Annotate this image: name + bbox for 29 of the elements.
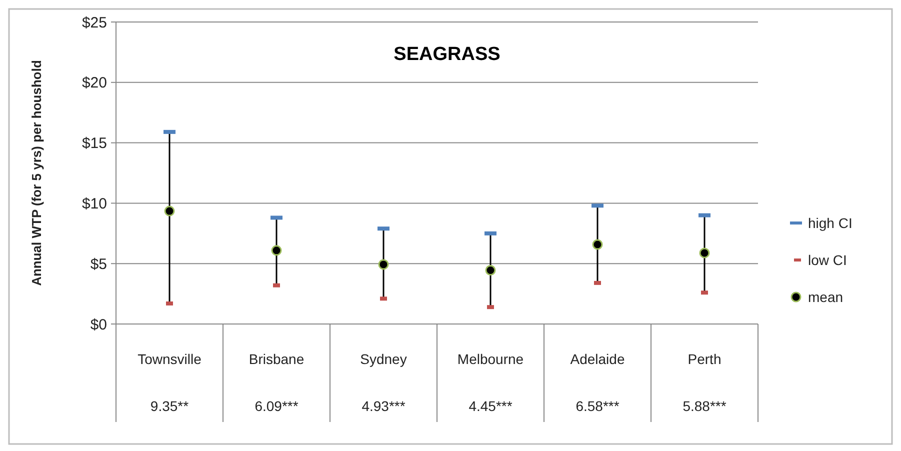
- x-tick-label: Perth: [688, 350, 722, 367]
- point: [485, 264, 496, 276]
- y-tick-label: $15: [82, 135, 107, 152]
- y-tick-label: $5: [90, 256, 107, 273]
- data-label: 9.35**: [150, 398, 190, 414]
- point: [699, 248, 710, 258]
- y-tick-label: $10: [82, 195, 107, 212]
- text: SEAGRASS: [394, 44, 500, 65]
- legend-label: mean: [808, 288, 844, 305]
- y-tick-label: $25: [82, 14, 107, 32]
- x-tick-label: Adelaide: [570, 350, 625, 367]
- y-axis-title: Annual WTP (for 5 yrs) per houshold: [29, 60, 44, 286]
- legend-label: high CI: [808, 214, 852, 231]
- data-label: 4.45***: [468, 398, 513, 414]
- data-label: 6.58***: [576, 398, 620, 414]
- x-tick-label: Brisbane: [248, 350, 304, 367]
- data-label: 5.88***: [682, 398, 727, 414]
- point: [378, 259, 389, 270]
- legend-label: low CI: [808, 252, 847, 268]
- data-label: 4.93***: [362, 398, 406, 414]
- x-tick-label: Melbourne: [457, 350, 524, 367]
- x-tick-label: Sydney: [360, 350, 407, 367]
- point: [271, 245, 282, 256]
- point: [164, 206, 175, 216]
- y-tick-label: $0: [90, 316, 107, 334]
- point: [592, 239, 603, 250]
- data-label: 6.09***: [254, 398, 299, 414]
- y-tick-label: $20: [82, 74, 107, 92]
- x-tick-label: Townsville: [138, 350, 202, 367]
